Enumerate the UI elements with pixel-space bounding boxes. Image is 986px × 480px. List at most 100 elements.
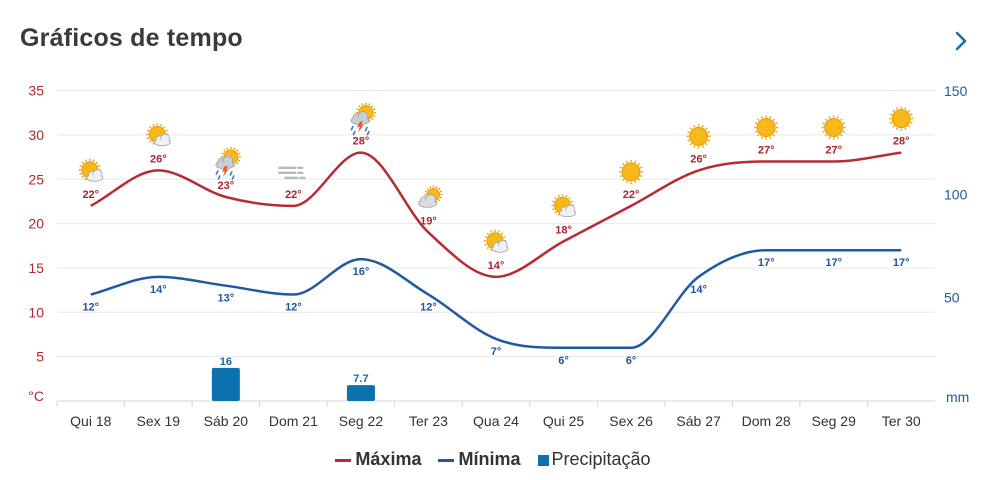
chevron-right-icon[interactable] [950,28,972,54]
sun-ray [822,122,825,125]
sun-ray [757,118,760,121]
legend-precip[interactable]: Precipitação [537,448,651,470]
x-tick-label: Ter 30 [882,413,921,429]
sun-ray [236,162,239,165]
sun-ray [435,200,438,204]
min-temp-label: 12° [285,302,302,314]
cloud-fill [155,139,170,145]
sun-ray [889,121,893,124]
sun-ray [81,161,84,164]
chart-grid [56,90,935,407]
cloud-fill [492,245,508,252]
sun-ray [619,175,623,178]
data-labels: 16 7.7 22° 26° 23° 22° 28° 19° 14° 18° 22° 26° 27° 27… [82,136,909,385]
max-temp-label: 22° [285,189,302,201]
sun-ray [640,175,643,178]
temperature-lines [90,151,902,350]
max-temp-line [90,151,902,279]
sun-ray [640,166,643,169]
sun-ray [822,130,825,133]
sun-ray [619,166,623,169]
cloud-fill [560,210,575,216]
sun-ray [754,130,758,133]
min-temp-label: 12° [420,302,437,314]
sun-ray [439,196,443,199]
precip-bar [211,367,240,401]
sun-ray [557,213,560,216]
sun-ray [358,105,361,108]
legend-precip-swatch [537,454,549,466]
sun-ray [889,113,893,116]
legend-min[interactable]: Mínima [438,449,521,470]
rain-drop [366,130,370,136]
x-tick-label: Seg 29 [812,413,857,429]
sun-ray [568,197,571,200]
sun-icon [754,115,779,140]
sun-ray [687,139,690,142]
sun-ray [634,180,637,184]
sun-ray [552,208,555,211]
max-temp-label: 14° [488,260,505,272]
rain-drop [350,125,354,131]
sun-ray [828,116,831,119]
rain-drop [229,171,233,176]
sun-ray [226,147,229,150]
sun-ray [221,152,224,155]
cloud-fill [351,117,368,124]
legend-max[interactable]: Máxima [335,449,421,470]
legend-precip-label: Precipitação [551,448,651,469]
sun-ray [828,136,831,139]
sun-ray [693,145,696,148]
fog-icon [278,166,306,180]
sun-ray [497,230,500,233]
sun-ray [368,103,371,106]
sun-ray [895,107,899,110]
sun-ray [840,134,843,137]
sun-ray [356,108,359,111]
weather-chart: 35 30 25 20 15 10 5 °C 150 100 50 mm Qui 18 Sex 19 S… [28,83,969,429]
sun-ray [557,194,560,198]
partly-cloudy-icon [78,158,104,182]
sun-ray [892,125,895,128]
sun-ray [79,165,82,168]
sun-ray [490,248,493,252]
sun-ray [554,211,557,214]
sun-ray [824,118,828,121]
sun-ray [84,177,87,181]
sun-ray [233,147,236,150]
x-tick-label: Sáb 20 [204,413,249,429]
left-axis-unit: °C [28,388,44,404]
sun-ray [165,129,168,132]
lightning-bolt [356,121,364,133]
sun-ray [160,123,163,127]
left-tick-label: 15 [28,260,44,276]
sun-ray [435,185,438,189]
x-tick-label: Dom 21 [269,413,318,429]
x-tick-label: Sex 19 [137,413,181,429]
sun-ray [824,134,828,137]
sun-ray [490,230,493,233]
precip-bar [346,385,375,401]
sun-ray [149,140,152,143]
sun-ray [634,160,637,163]
sun-disc [689,126,709,146]
sun-icon [686,124,711,149]
partly-cloudy-icon [146,123,171,147]
rain-drop [231,175,235,180]
sun-ray [769,136,772,139]
sun-ray [842,130,846,133]
sun-ray [687,131,690,134]
sun-ray [892,109,895,113]
min-temp-label: 16° [353,266,370,278]
sun-ray [570,200,573,203]
sun-ray [689,127,693,130]
sun-ray [503,235,506,239]
min-temp-label: 6° [558,355,569,367]
sun-ray [840,118,843,121]
sun-ray [760,136,763,139]
sun-disc [824,118,844,138]
left-tick-label: 25 [28,171,44,187]
sun-ray [775,130,778,133]
precip-bars [211,367,375,401]
max-temp-label: 22° [623,189,640,201]
